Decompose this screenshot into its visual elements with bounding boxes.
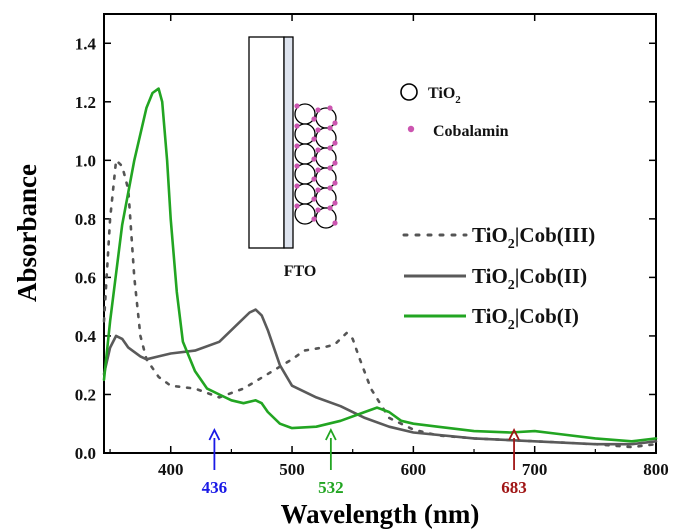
- y-axis-ticks: 0.0 0.2 0.4 0.6 0.8 1.0 1.2 1.4: [75, 34, 656, 463]
- cobalamin-dot: [311, 176, 317, 182]
- fto-layer: [283, 36, 294, 249]
- fto-glass: [248, 36, 285, 249]
- tio2-legend-label: TiO2: [428, 85, 461, 106]
- cobalamin-legend-label: Cobalamin: [433, 123, 509, 140]
- y-tick-label: 0.2: [75, 385, 96, 404]
- cobalamin-dot: [294, 123, 300, 129]
- wavelength-markers: 436 532 683: [202, 427, 527, 497]
- cobalamin-dot: [315, 107, 321, 113]
- legend-label-cob-i: TiO2|Cob(I): [472, 304, 579, 333]
- tio2-particles: [294, 103, 338, 229]
- tio2-sub: 2: [455, 94, 461, 106]
- series-line-cob-i: [102, 87, 658, 443]
- cobalamin-dot: [332, 200, 338, 206]
- fto-label: FTO: [284, 263, 317, 280]
- cobalamin-dot: [315, 167, 321, 173]
- cobalamin-dot: [294, 183, 300, 189]
- y-tick-label: 0.8: [75, 210, 96, 229]
- cobalamin-dot: [294, 163, 300, 169]
- cobalamin-dot: [311, 136, 317, 142]
- cobalamin-dot: [332, 140, 338, 146]
- cobalamin-dot: [294, 103, 300, 109]
- legend-label-cob-ii: TiO2|Cob(II): [472, 264, 587, 293]
- cobalamin-dot: [315, 207, 321, 213]
- cobalamin-dot: [332, 160, 338, 166]
- x-tick-label: 500: [279, 460, 305, 479]
- cobalamin-dot: [332, 220, 338, 226]
- legend-main-0: TiO: [472, 223, 508, 247]
- cobalamin-dot: [327, 185, 333, 191]
- tio2-main: TiO: [428, 85, 455, 102]
- marker-arrow-head: [208, 427, 221, 441]
- legend-sub-2: 2: [508, 318, 515, 333]
- cobalamin-dot: [327, 145, 333, 151]
- x-axis-title: Wavelength (nm): [281, 499, 480, 529]
- y-axis-title: Absorbance: [12, 164, 42, 302]
- cobalamin-dot: [311, 116, 317, 122]
- cobalamin-legend-icon: [407, 125, 415, 133]
- cobalamin-dot: [327, 125, 333, 131]
- y-tick-label: 1.4: [75, 34, 97, 53]
- cobalamin-dot: [327, 165, 333, 171]
- cobalamin-dot: [315, 187, 321, 193]
- x-tick-label: 600: [401, 460, 427, 479]
- x-tick-label: 700: [522, 460, 548, 479]
- legend-main-1: TiO: [472, 264, 508, 288]
- tio2-legend-icon: [400, 83, 418, 101]
- electrode-schematic: FTO TiO2 Cobalamin: [248, 36, 509, 280]
- series-legend: TiO2|Cob(III) TiO2|Cob(II) TiO2|Cob(I): [402, 223, 595, 333]
- marker-label: 436: [202, 478, 228, 497]
- legend-sub-0: 2: [508, 237, 515, 252]
- y-tick-label: 1.2: [75, 93, 96, 112]
- plot-frame: [103, 13, 657, 454]
- legend-rest-0: |Cob(III): [515, 223, 595, 247]
- cobalamin-dot: [294, 203, 300, 209]
- series-line-cob-ii: [102, 308, 658, 446]
- cobalamin-dot: [332, 120, 338, 126]
- x-axis-ticks: 400 500 600 700 800: [109, 14, 669, 479]
- legend-rest-2: |Cob(I): [515, 304, 579, 328]
- marker-arrow-head: [325, 427, 337, 441]
- marker-label: 683: [501, 478, 527, 497]
- x-tick-label: 400: [158, 460, 184, 479]
- y-tick-label: 1.0: [75, 151, 96, 170]
- series-layer: [102, 87, 658, 449]
- tio2-particle: [294, 203, 316, 225]
- marker-label: 532: [318, 478, 344, 497]
- legend-label-cob-iii: TiO2|Cob(III): [472, 223, 595, 252]
- legend-sub-1: 2: [508, 278, 515, 293]
- cobalamin-dot: [311, 156, 317, 162]
- cobalamin-dot: [311, 216, 317, 222]
- x-tick-label: 800: [643, 460, 669, 479]
- cobalamin-dot: [294, 143, 300, 149]
- y-tick-label: 0.0: [75, 444, 96, 463]
- cobalamin-dot: [332, 180, 338, 186]
- cobalamin-dot: [311, 196, 317, 202]
- legend-rest-1: |Cob(II): [515, 264, 587, 288]
- cobalamin-dot: [327, 105, 333, 111]
- legend-main-2: TiO: [472, 304, 508, 328]
- y-tick-label: 0.6: [75, 268, 96, 287]
- cobalamin-dot: [315, 127, 321, 133]
- cobalamin-dot: [327, 205, 333, 211]
- marker-arrow-head: [508, 427, 520, 441]
- cobalamin-dot: [315, 147, 321, 153]
- y-tick-label: 0.4: [75, 327, 97, 346]
